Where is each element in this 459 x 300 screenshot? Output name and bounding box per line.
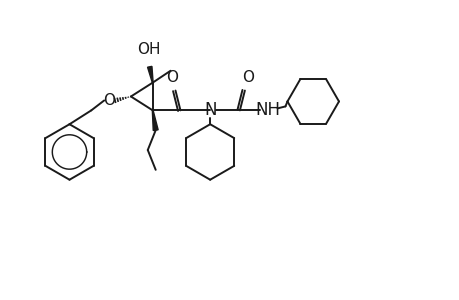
Polygon shape — [147, 66, 153, 83]
Text: OH: OH — [137, 42, 160, 57]
Text: NH: NH — [255, 101, 280, 119]
Text: N: N — [203, 101, 216, 119]
Polygon shape — [152, 110, 158, 130]
Text: O: O — [166, 70, 178, 85]
Text: O: O — [103, 93, 115, 108]
Text: O: O — [241, 70, 253, 85]
